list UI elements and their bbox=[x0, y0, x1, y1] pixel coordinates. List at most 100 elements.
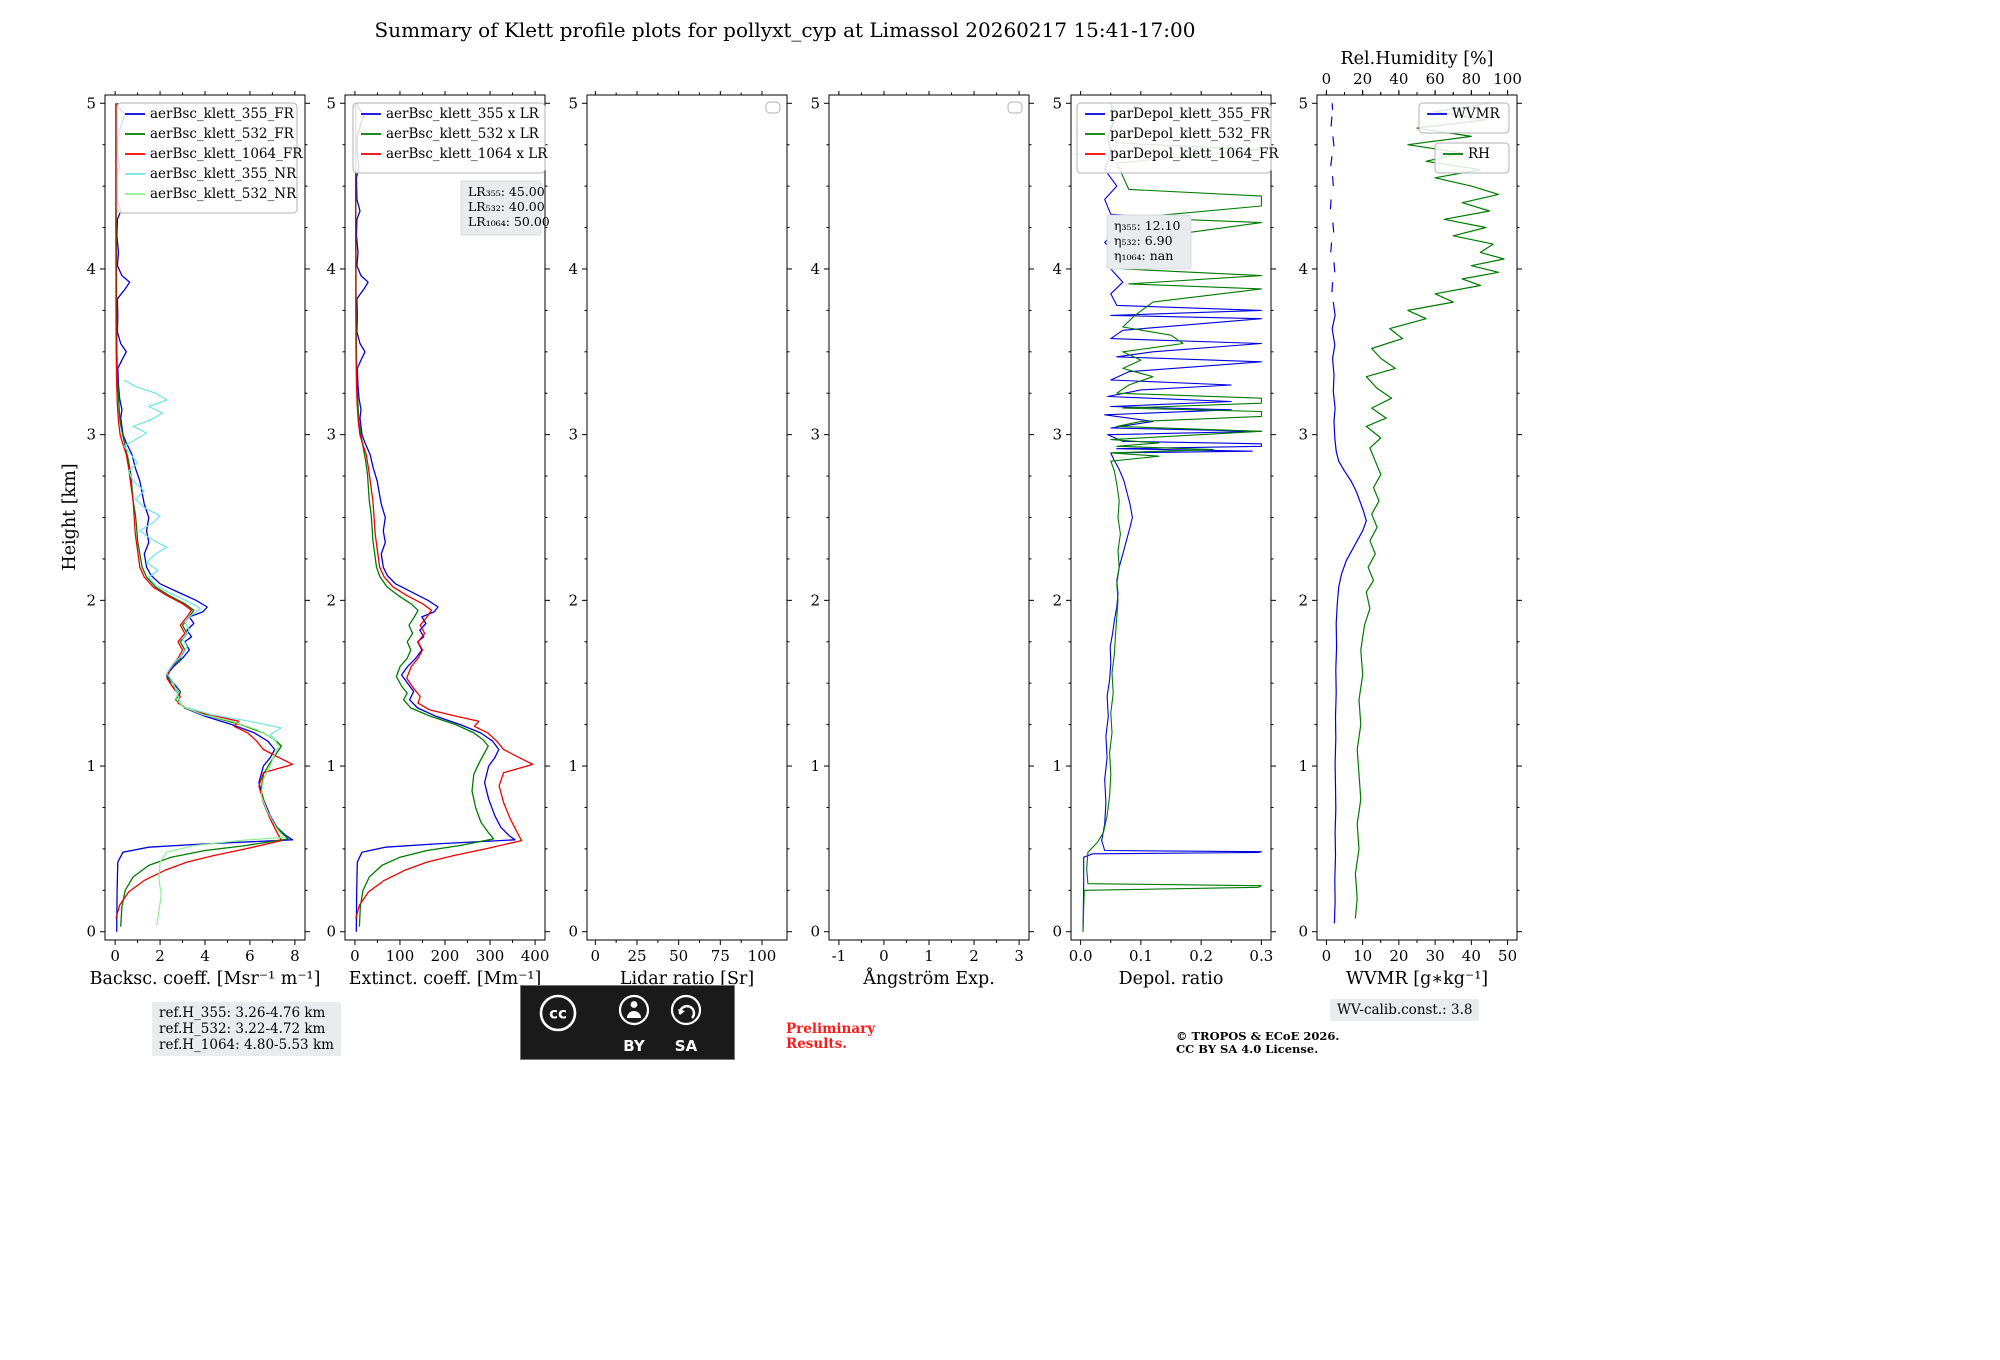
series-group bbox=[115, 103, 294, 932]
x-axis-ticks: 0 2 4 6 8 bbox=[110, 91, 300, 965]
y-axis-ticks: 0 1 2 3 4 5 bbox=[1052, 94, 1276, 941]
svg-text:6: 6 bbox=[245, 947, 255, 965]
svg-text:5: 5 bbox=[326, 94, 336, 112]
x-axis-label-angstroem: Ångström Exp. bbox=[862, 968, 995, 989]
svg-text:0: 0 bbox=[350, 947, 360, 965]
figure-title: Summary of Klett profile plots for polly… bbox=[374, 18, 1196, 42]
series-line-aerBsc_klett_355_FR bbox=[116, 103, 294, 932]
series-line-WVMR bbox=[1329, 199, 1332, 210]
legend-label-parDepol_klett_532_FR: parDepol_klett_532_FR bbox=[1110, 126, 1271, 142]
axes-box bbox=[828, 94, 1030, 941]
legend-label-aerBsc_klett_532 x LR: aerBsc_klett_532 x LR bbox=[386, 126, 540, 142]
by-person-icon bbox=[618, 994, 650, 1026]
y-axis-ticks: 0 1 2 3 4 5 bbox=[568, 94, 792, 941]
svg-text:4: 4 bbox=[86, 260, 96, 278]
svg-text:80: 80 bbox=[1462, 70, 1481, 88]
plot-lidar-ratio: 0 25 50 75 100 0 1 2 3 4 5 Lidar ratio [Sr] bbox=[568, 91, 792, 989]
svg-text:1: 1 bbox=[1298, 757, 1308, 775]
plot-extinction: 0 100 200 300 400 0 1 2 3 4 5 Extinct. coeff. [Mm⁻¹… bbox=[326, 91, 550, 989]
series-line-WVMR bbox=[1332, 136, 1335, 147]
series-line-WVMR bbox=[1330, 156, 1333, 167]
series-line-WVMR bbox=[1331, 302, 1367, 924]
y-axis-ticks: 0 1 2 3 4 5 bbox=[1298, 94, 1522, 941]
legend-extinction-0: aerBsc_klett_355 x LR aerBsc_klett_532 x … bbox=[352, 102, 548, 174]
x-axis-label-depol-ratio: Depol. ratio bbox=[1119, 969, 1224, 989]
legend-label-aerBsc_klett_1064_FR: aerBsc_klett_1064_FR bbox=[150, 146, 303, 162]
svg-text:0.3: 0.3 bbox=[1249, 947, 1273, 965]
plot-backscatter: 0 2 4 6 8 0 1 2 3 4 5 Backsc. coeff. [Msr⁻¹ m⁻¹] aer… bbox=[86, 91, 320, 989]
y-axis-ticks: 0 1 2 3 4 5 bbox=[326, 94, 550, 941]
x-axis-label-wvmr-rh: WVMR [g∗kg⁻¹] bbox=[1346, 969, 1488, 989]
svg-text:25: 25 bbox=[627, 947, 646, 965]
annotation-line: LR₃₅₅: 45.00 bbox=[468, 184, 545, 199]
svg-text:0.0: 0.0 bbox=[1069, 947, 1093, 965]
legend-label-aerBsc_klett_355_FR: aerBsc_klett_355_FR bbox=[150, 106, 295, 122]
legend-label-aerBsc_klett_532_FR: aerBsc_klett_532_FR bbox=[150, 126, 295, 142]
svg-text:4: 4 bbox=[200, 947, 210, 965]
x-axis-label-backscatter: Backsc. coeff. [Msr⁻¹ m⁻¹] bbox=[90, 969, 321, 989]
svg-text:2: 2 bbox=[86, 591, 96, 609]
series-line-WVMR bbox=[1332, 176, 1334, 187]
svg-text:4: 4 bbox=[1052, 260, 1062, 278]
axes-box bbox=[586, 94, 788, 941]
svg-text:2: 2 bbox=[568, 591, 578, 609]
svg-text:100: 100 bbox=[386, 947, 415, 965]
svg-text:100: 100 bbox=[748, 947, 777, 965]
series-line-WVMR bbox=[1331, 282, 1334, 293]
svg-text:3: 3 bbox=[86, 426, 96, 444]
svg-text:0: 0 bbox=[879, 947, 889, 965]
svg-text:-1: -1 bbox=[832, 947, 847, 965]
legend-label-aerBsc_klett_355_NR: aerBsc_klett_355_NR bbox=[150, 166, 297, 182]
svg-text:40: 40 bbox=[1389, 70, 1408, 88]
legend-angstroem-0 bbox=[1007, 101, 1023, 114]
plot-angstroem: -1 0 1 2 3 0 1 2 3 4 5 Ångström Exp. bbox=[810, 91, 1034, 989]
ref-height-532: ref.H_532: 3.22-4.72 km bbox=[159, 1021, 326, 1037]
svg-text:300: 300 bbox=[476, 947, 505, 965]
svg-text:0: 0 bbox=[568, 923, 578, 941]
legend-wvmr-rh-0: WVMR bbox=[1418, 102, 1510, 134]
svg-text:0: 0 bbox=[591, 947, 601, 965]
legend-label-aerBsc_klett_532_NR: aerBsc_klett_532_NR bbox=[150, 186, 297, 202]
series-group bbox=[354, 103, 534, 932]
legend-label-RH: RH bbox=[1468, 146, 1490, 162]
series-line-aerBsc_klett_532 x LR bbox=[355, 103, 495, 927]
svg-text:4: 4 bbox=[810, 260, 820, 278]
svg-text:0: 0 bbox=[1298, 923, 1308, 941]
svg-text:1: 1 bbox=[326, 757, 336, 775]
series-line-WVMR bbox=[1330, 116, 1333, 127]
legend-depol-ratio-0: parDepol_klett_355_FR parDepol_klett_532_… bbox=[1076, 102, 1279, 174]
svg-text:5: 5 bbox=[86, 94, 96, 112]
svg-text:200: 200 bbox=[431, 947, 460, 965]
svg-text:5: 5 bbox=[568, 94, 578, 112]
svg-text:1: 1 bbox=[924, 947, 934, 965]
svg-text:1: 1 bbox=[86, 757, 96, 775]
svg-text:60: 60 bbox=[1426, 70, 1445, 88]
legend-label-WVMR: WVMR bbox=[1452, 106, 1500, 122]
series-line-WVMR bbox=[1332, 222, 1335, 233]
series-line-WVMR bbox=[1333, 262, 1336, 273]
svg-text:4: 4 bbox=[1298, 260, 1308, 278]
legend-label-aerBsc_klett_1064 x LR: aerBsc_klett_1064 x LR bbox=[386, 146, 548, 162]
svg-text:3: 3 bbox=[326, 426, 336, 444]
series-line-parDepol_klett_355_FR bbox=[1082, 103, 1262, 932]
annotation-line: η₁₀₆₄: nan bbox=[1114, 248, 1173, 263]
svg-text:1: 1 bbox=[810, 757, 820, 775]
svg-text:2: 2 bbox=[1052, 591, 1062, 609]
copyright-line1: © TROPOS & ECoE 2026. bbox=[1176, 1029, 1340, 1043]
x-axis-ticks: 0 100 200 300 400 bbox=[350, 91, 549, 965]
copyright-note: © TROPOS & ECoE 2026. CC BY SA 4.0 Licen… bbox=[1176, 1030, 1339, 1056]
svg-text:3: 3 bbox=[1052, 426, 1062, 444]
svg-text:4: 4 bbox=[568, 260, 578, 278]
svg-text:0: 0 bbox=[110, 947, 120, 965]
annotation-line: η₃₅₅: 12.10 bbox=[1114, 218, 1181, 233]
svg-text:2: 2 bbox=[1298, 591, 1308, 609]
y-axis-ticks: 0 1 2 3 4 5 bbox=[810, 94, 1034, 941]
copyright-line2: CC BY SA 4.0 License. bbox=[1176, 1042, 1319, 1056]
legend-wvmr-rh-1: RH bbox=[1434, 142, 1510, 174]
legend-label-parDepol_klett_355_FR: parDepol_klett_355_FR bbox=[1110, 106, 1271, 122]
